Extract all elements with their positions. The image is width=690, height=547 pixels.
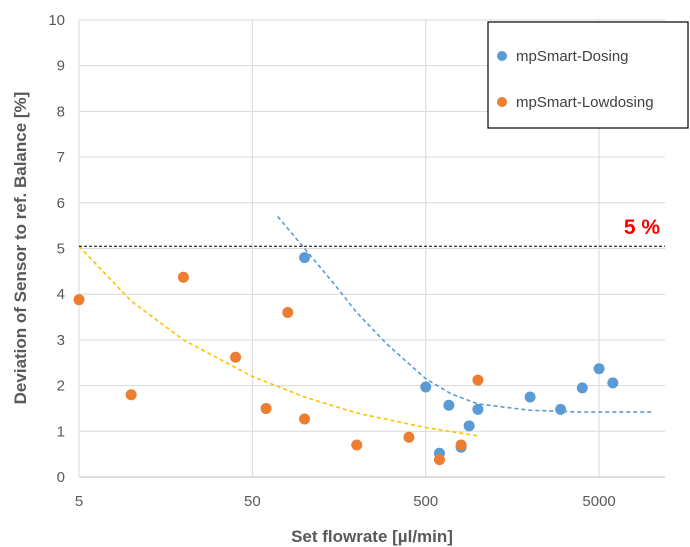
axes bbox=[78, 20, 665, 478]
data-point-mpsmart-lowdosing bbox=[230, 351, 242, 363]
data-point-mpsmart-lowdosing bbox=[403, 431, 415, 443]
data-point-mpsmart-dosing bbox=[524, 391, 536, 403]
threshold-annotation: 5 % bbox=[624, 216, 661, 239]
data-point-mpsmart-dosing bbox=[593, 363, 605, 375]
data-point-mpsmart-dosing bbox=[420, 381, 432, 393]
data-point-mpsmart-lowdosing bbox=[351, 439, 363, 451]
data-point-mpsmart-lowdosing bbox=[455, 439, 467, 451]
legend-marker-lowdosing bbox=[497, 97, 507, 107]
data-point-mpsmart-dosing bbox=[472, 403, 484, 415]
y-tick-label: 6 bbox=[57, 195, 65, 212]
data-point-mpsmart-dosing bbox=[555, 403, 567, 415]
y-tick-label: 2 bbox=[57, 378, 65, 395]
y-tick-label: 1 bbox=[57, 423, 65, 440]
data-point-mpsmart-lowdosing bbox=[472, 374, 484, 386]
trendline-mpsmart-dosing bbox=[277, 215, 652, 413]
data-points bbox=[73, 252, 619, 466]
trendlines bbox=[78, 215, 652, 437]
data-point-mpsmart-dosing bbox=[443, 399, 455, 411]
data-point-mpsmart-lowdosing bbox=[299, 413, 311, 425]
y-tick-label: 4 bbox=[57, 286, 65, 303]
legend-marker-dosing bbox=[497, 51, 507, 61]
data-point-mpsmart-lowdosing bbox=[125, 389, 137, 401]
x-axis-title: Set flowrate [µl/min] bbox=[291, 527, 453, 546]
x-tick-label: 5000 bbox=[582, 493, 615, 510]
x-tick-label: 500 bbox=[413, 493, 438, 510]
data-point-mpsmart-dosing bbox=[607, 377, 619, 389]
y-axis-title: Deviation of Sensor to ref. Balance [%] bbox=[11, 92, 30, 405]
data-point-mpsmart-lowdosing bbox=[433, 454, 445, 466]
y-tick-label: 5 bbox=[57, 241, 65, 258]
data-point-mpsmart-lowdosing bbox=[260, 402, 272, 414]
x-tick-label: 50 bbox=[244, 493, 261, 510]
legend-box bbox=[487, 21, 689, 129]
data-point-mpsmart-lowdosing bbox=[73, 294, 85, 306]
legend-label-dosing: mpSmart-Dosing bbox=[516, 48, 629, 65]
legend: mpSmart-Dosing mpSmart-Lowdosing bbox=[487, 21, 689, 129]
legend-label-lowdosing: mpSmart-Lowdosing bbox=[516, 94, 654, 111]
y-tick-label: 10 bbox=[48, 12, 65, 29]
trendline-mpsmart-lowdosing bbox=[78, 245, 479, 437]
data-point-mpsmart-lowdosing bbox=[282, 306, 294, 318]
y-tick-label: 0 bbox=[57, 469, 65, 486]
data-point-mpsmart-dosing bbox=[299, 252, 311, 264]
x-tick-label: 5 bbox=[75, 493, 83, 510]
y-tick-label: 8 bbox=[57, 103, 65, 120]
y-tick-label: 9 bbox=[57, 58, 65, 75]
y-tick-label: 7 bbox=[57, 149, 65, 166]
data-point-mpsmart-lowdosing bbox=[177, 271, 189, 283]
y-tick-label: 3 bbox=[57, 332, 65, 349]
tick-labels: 0 1 2 3 4 5 6 7 8 9 10 5 50 500 5000 bbox=[48, 12, 615, 510]
data-point-mpsmart-dosing bbox=[576, 382, 588, 394]
data-point-mpsmart-dosing bbox=[463, 420, 475, 432]
